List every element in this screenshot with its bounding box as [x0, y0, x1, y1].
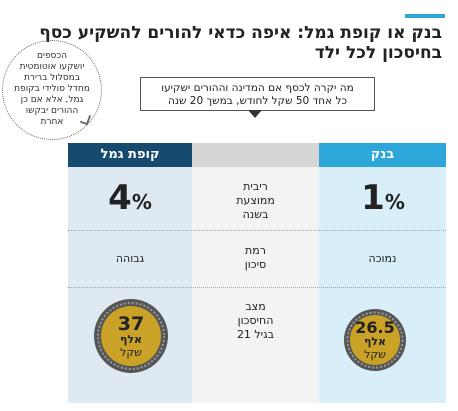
bank-risk: נמוכה [368, 252, 397, 265]
header-bank-label: בנק [370, 147, 395, 162]
bank-interest-percent: % [384, 190, 405, 214]
page-title: בנק או קופת גמל: איפה כדאי להורים להשקיע… [39, 23, 442, 63]
bank-savings-number: 26.5 [355, 318, 395, 337]
risk-label-line: רמת [245, 244, 266, 257]
info-bubble: הכספים יושקעו אוטומטית במסלול ברירת מחדל… [2, 40, 102, 140]
info-line: גמל, אלא אם כן [20, 95, 84, 105]
gemel-interest-percent: % [131, 190, 152, 214]
header-middle [192, 143, 319, 167]
savings-label-line: בגיל 21 [236, 328, 275, 341]
bank-interest-number: 1 [361, 178, 385, 218]
info-line: יושקעו אוטומטית [19, 62, 85, 72]
row-divider [68, 230, 446, 231]
interest-label-line: ממוצעת [236, 194, 275, 207]
gemel-risk: גבוהה [115, 252, 145, 265]
header-bank: בנק [319, 143, 446, 167]
gemel-interest-number: 4 [108, 178, 132, 218]
callout-pointer-icon [248, 110, 262, 118]
bank-interest: 1% [348, 178, 418, 218]
scenario-callout: מה יקרה לכסף אם המדינה וההורים ישקיעו כל… [140, 77, 375, 111]
interest-label: ריבית ממוצעת בשנה [192, 180, 319, 222]
savings-label-line: החיסכון [237, 314, 274, 327]
bank-coin-icon [344, 309, 406, 371]
title-line-1: בנק או קופת גמל: איפה כדאי להורים להשקיע… [39, 23, 442, 43]
savings-label: מצב החיסכון בגיל 21 [192, 300, 319, 342]
header-gemel: קופת גמל [68, 143, 192, 167]
gemel-savings: 37 אלף שקל [93, 314, 169, 359]
callout-line-1: מה יקרה לכסף אם המדינה וההורים ישקיעו [161, 82, 354, 94]
info-line: במסלול ברירת [24, 73, 80, 83]
row-divider [68, 287, 446, 288]
risk-label-line: סיכון [244, 258, 267, 271]
interest-label-line: בשנה [242, 208, 269, 221]
info-line: מחדל סולידי בקופת [14, 84, 90, 94]
column-labels [192, 167, 319, 403]
info-line: אחרת [40, 117, 64, 127]
gemel-savings-number: 37 [117, 313, 145, 335]
info-bubble-text: הכספים יושקעו אוטומטית במסלול ברירת מחדל… [11, 51, 93, 128]
gemel-interest: 4% [95, 178, 165, 218]
accent-bar [405, 14, 445, 18]
gemel-coin-icon [94, 299, 168, 373]
savings-label-line: מצב [245, 300, 266, 313]
bank-savings: 26.5 אלף שקל [343, 319, 407, 361]
arrow-down-right-icon [80, 115, 91, 125]
interest-label-line: ריבית [243, 180, 268, 193]
risk-label: רמת סיכון [192, 244, 319, 272]
gemel-savings-unit: אלף [119, 333, 143, 346]
header-gemel-label: קופת גמל [100, 147, 160, 162]
callout-line-2: כל אחד 50 שקל לחודש, במשך 20 שנה [167, 95, 348, 107]
info-line: ההורים יבקשו [25, 106, 79, 116]
bank-savings-currency: שקל [364, 348, 386, 361]
info-line: הכספים [36, 51, 68, 61]
title-line-2: בחיסכון לכל ילד [314, 43, 442, 63]
bank-savings-unit: אלף [363, 335, 387, 348]
gemel-savings-currency: שקל [120, 346, 142, 359]
